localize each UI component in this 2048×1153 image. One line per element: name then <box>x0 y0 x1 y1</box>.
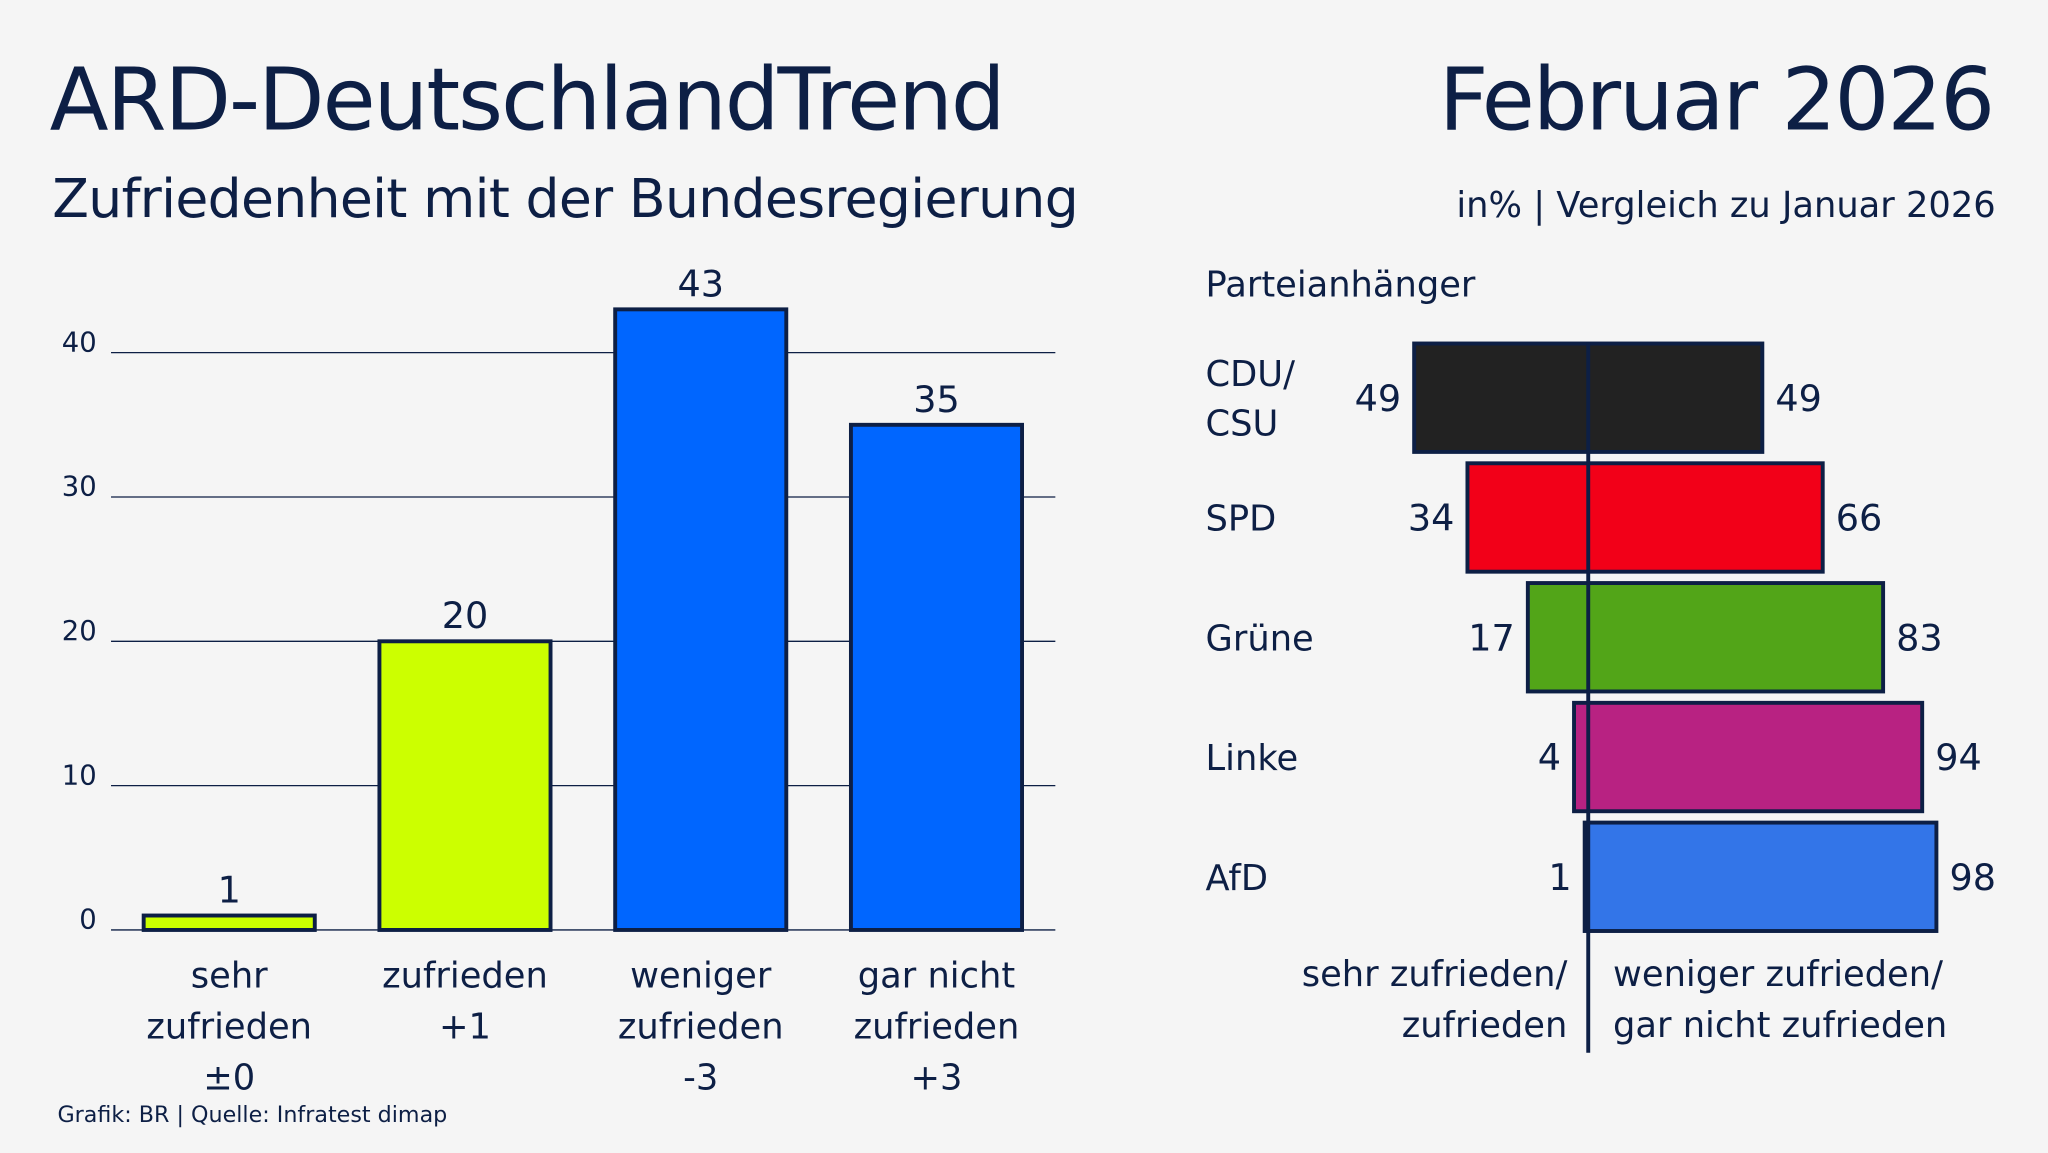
party-bar <box>1465 461 1825 574</box>
category-label: zufrieden <box>146 1006 312 1047</box>
y-tick-label: 0 <box>79 905 96 936</box>
bar-value-label: 43 <box>677 262 724 305</box>
date-label: Februar 2026 <box>1438 49 1995 151</box>
bar-value-label: 20 <box>442 594 489 637</box>
dissatisfied-value: 66 <box>1836 497 1883 540</box>
unit-note: in% | Vergleich zu Januar 2026 <box>1456 185 1996 226</box>
category-label: -3 <box>683 1057 718 1098</box>
party-bar <box>1582 820 1939 933</box>
subtitle: Zufriedenheit mit der Bundesregierung <box>52 167 1079 230</box>
satisfied-value: 34 <box>1408 497 1455 540</box>
category-label: +3 <box>911 1057 963 1098</box>
axis-label-satisfied: sehr zufrieden/ <box>1302 954 1568 995</box>
party-label: Grüne <box>1206 618 1314 659</box>
bar-value-label: 1 <box>218 868 241 911</box>
party-label: CDU/ <box>1206 354 1296 395</box>
party-label: CSU <box>1206 404 1279 445</box>
satisfied-value: 49 <box>1355 377 1402 420</box>
axis-label-satisfied: zufrieden <box>1402 1005 1568 1046</box>
axis-label-dissatisfied: weniger zufrieden/ <box>1613 954 1943 995</box>
page-title: ARD-DeutschlandTrend <box>49 49 1006 151</box>
party-bar <box>1525 581 1886 694</box>
party-label: AfD <box>1206 858 1268 899</box>
dissatisfied-value: 94 <box>1935 736 1982 779</box>
y-tick-label: 40 <box>62 327 97 358</box>
satisfied-value: 4 <box>1538 736 1561 779</box>
satisfied-value: 1 <box>1548 856 1571 899</box>
y-tick-label: 30 <box>62 472 97 503</box>
category-label: sehr <box>191 955 268 996</box>
category-label: ±0 <box>203 1057 255 1098</box>
bar <box>141 913 317 932</box>
bar <box>848 422 1024 932</box>
y-tick-label: 10 <box>62 760 97 791</box>
source-footer: Grafik: BR | Quelle: Infratest dimap <box>57 1102 448 1129</box>
dissatisfied-value: 49 <box>1775 377 1822 420</box>
category-label: gar nicht <box>858 955 1015 996</box>
party-label: SPD <box>1206 499 1277 540</box>
category-label: weniger <box>630 955 772 996</box>
category-label: zufrieden <box>854 1006 1020 1047</box>
axis-label-dissatisfied: gar nicht zufrieden <box>1613 1005 1947 1046</box>
party-chart-title: Parteianhänger <box>1206 264 1476 305</box>
party-label: Linke <box>1206 738 1299 779</box>
bar <box>613 307 789 932</box>
category-label: zufrieden <box>382 955 548 996</box>
category-label: +1 <box>439 1006 491 1047</box>
party-bar <box>1572 700 1925 814</box>
category-label: zufrieden <box>618 1006 784 1047</box>
y-tick-label: 20 <box>62 616 97 647</box>
satisfied-value: 17 <box>1468 616 1515 659</box>
dissatisfied-value: 83 <box>1896 616 1943 659</box>
dissatisfied-value: 98 <box>1949 856 1996 899</box>
bar-value-label: 35 <box>913 378 960 421</box>
bar <box>377 639 553 932</box>
